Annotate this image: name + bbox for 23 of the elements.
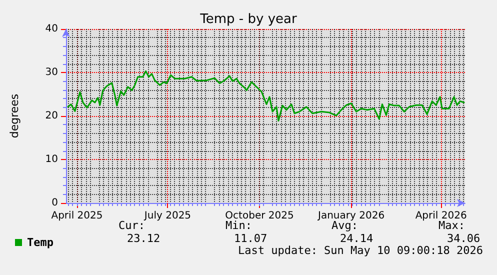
y-tick-label: 20 xyxy=(45,110,58,122)
text: Min: xyxy=(226,219,252,232)
x-tick-label: January 2026 xyxy=(317,210,385,222)
text: Cur: xyxy=(118,219,146,232)
text: 24.14 xyxy=(340,232,374,245)
text: 11.07 xyxy=(234,232,268,245)
line-series xyxy=(67,70,465,122)
y-axis-title: degrees xyxy=(8,94,21,138)
legend-label: Temp xyxy=(27,236,54,249)
x-tick-label: April 2025 xyxy=(51,210,103,222)
chart-title: Temp - by year xyxy=(199,12,298,27)
x-tick-label: October 2025 xyxy=(225,210,294,222)
y-tick-label: 0 xyxy=(52,198,58,208)
y-tick-label: 40 xyxy=(45,24,58,34)
text: Avg: xyxy=(332,219,358,232)
x-tick-label: April 2026 xyxy=(415,210,467,222)
y-tick-label: 30 xyxy=(45,67,58,78)
text: 23.12 xyxy=(127,232,160,245)
x-tick-label: July 2025 xyxy=(143,210,192,222)
text: Last update: Sun May 10 09:00:18 2026 xyxy=(238,244,484,257)
text: 34.06 xyxy=(447,232,480,245)
text: Max: xyxy=(438,219,466,232)
y-tick-label: 10 xyxy=(45,154,58,165)
